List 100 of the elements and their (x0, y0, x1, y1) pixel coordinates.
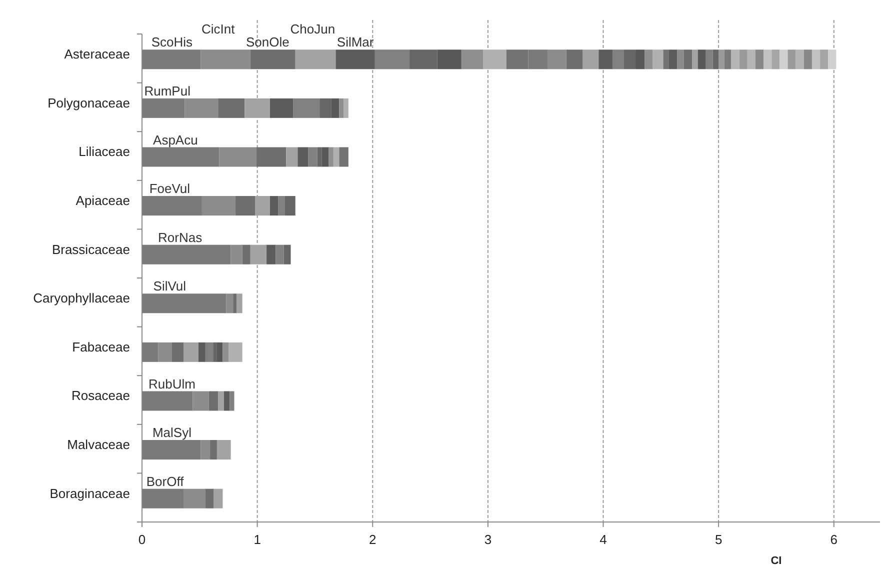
bar (205, 488, 214, 508)
x-tick-label: 6 (830, 532, 838, 547)
bar (210, 440, 217, 460)
y-tick-label: Boraginaceae (50, 486, 130, 501)
bar (461, 50, 484, 70)
bar (202, 196, 236, 216)
bar (663, 50, 669, 70)
bar (796, 50, 804, 70)
bar (200, 440, 210, 460)
y-tick-label: Apiaceae (76, 192, 130, 208)
bar (142, 244, 231, 264)
bar (788, 50, 796, 70)
bar (266, 244, 276, 264)
bar (712, 50, 719, 70)
bar (566, 50, 582, 70)
bar (612, 50, 624, 70)
bar (222, 342, 228, 362)
annotation: RumPul (144, 83, 191, 98)
bar (598, 50, 612, 70)
bar (230, 391, 234, 411)
y-tick-label: Rosaceae (71, 388, 130, 404)
bar (142, 342, 158, 362)
bar (804, 50, 812, 70)
x-tick-label: 4 (600, 532, 607, 547)
bar (278, 196, 285, 216)
bar (142, 440, 201, 460)
bar (142, 196, 202, 216)
bar (548, 50, 566, 70)
bar (333, 147, 340, 167)
bar (184, 342, 199, 362)
bar (780, 50, 788, 70)
bar (410, 50, 438, 70)
y-tick-label: Brassicaceae (52, 242, 130, 257)
annotation: SilVul (153, 278, 186, 294)
annotation: SonOle (246, 34, 290, 50)
bar (698, 50, 706, 70)
bar (820, 50, 828, 70)
bar (684, 50, 692, 70)
annotation: ChoJun (290, 22, 336, 37)
bar (142, 391, 193, 411)
y-tick-label: Polygonaceae (48, 95, 130, 110)
bar (295, 50, 336, 70)
bar (205, 342, 214, 362)
bar (317, 147, 322, 167)
bar (636, 50, 645, 70)
bar (812, 50, 820, 70)
bar (270, 98, 294, 118)
bar (218, 391, 224, 411)
bar (339, 98, 344, 118)
annotation: FoeVul (149, 181, 190, 196)
bar (242, 244, 250, 264)
bar (374, 50, 410, 70)
bar (293, 98, 320, 118)
bar (764, 50, 772, 70)
annotation: BorOff (146, 474, 184, 489)
bar (644, 50, 653, 70)
bar (228, 342, 242, 362)
bar (582, 50, 599, 70)
bar (344, 98, 348, 118)
bar (224, 391, 230, 411)
bar (216, 342, 223, 362)
bar (226, 294, 234, 314)
bar (270, 196, 278, 216)
bar (200, 50, 250, 70)
bar (192, 391, 209, 411)
bar (184, 98, 218, 118)
bar (236, 294, 242, 314)
bar (230, 244, 242, 264)
annotation: MalSyl (152, 425, 192, 440)
bar (286, 147, 298, 167)
annotation: RubUlm (148, 376, 196, 392)
bar (256, 147, 286, 167)
bar (276, 244, 284, 264)
bar (328, 147, 334, 167)
x-tick-label: 0 (138, 532, 146, 547)
bar (692, 50, 698, 70)
bar (158, 342, 172, 362)
bar (322, 147, 329, 167)
y-tick-label: Liliaceae (78, 144, 130, 160)
bar (142, 147, 220, 167)
annotation: AspAcu (153, 132, 198, 148)
bar (235, 196, 256, 216)
bar (216, 440, 231, 460)
bar (320, 98, 332, 118)
bar (142, 50, 201, 70)
bar (172, 342, 184, 362)
bar (339, 147, 348, 167)
bar (284, 244, 291, 264)
bar (198, 342, 206, 362)
bar (677, 50, 684, 70)
bar (284, 196, 296, 216)
bar (213, 488, 223, 508)
y-tick-label: Malvaceae (67, 436, 130, 452)
bar (739, 50, 748, 70)
bar (308, 147, 318, 167)
annotation: CicInt (201, 22, 236, 37)
bar (652, 50, 664, 70)
annotation: ScoHis (151, 34, 194, 50)
bar (772, 50, 780, 70)
y-tick-label: Asteraceae (64, 46, 130, 62)
